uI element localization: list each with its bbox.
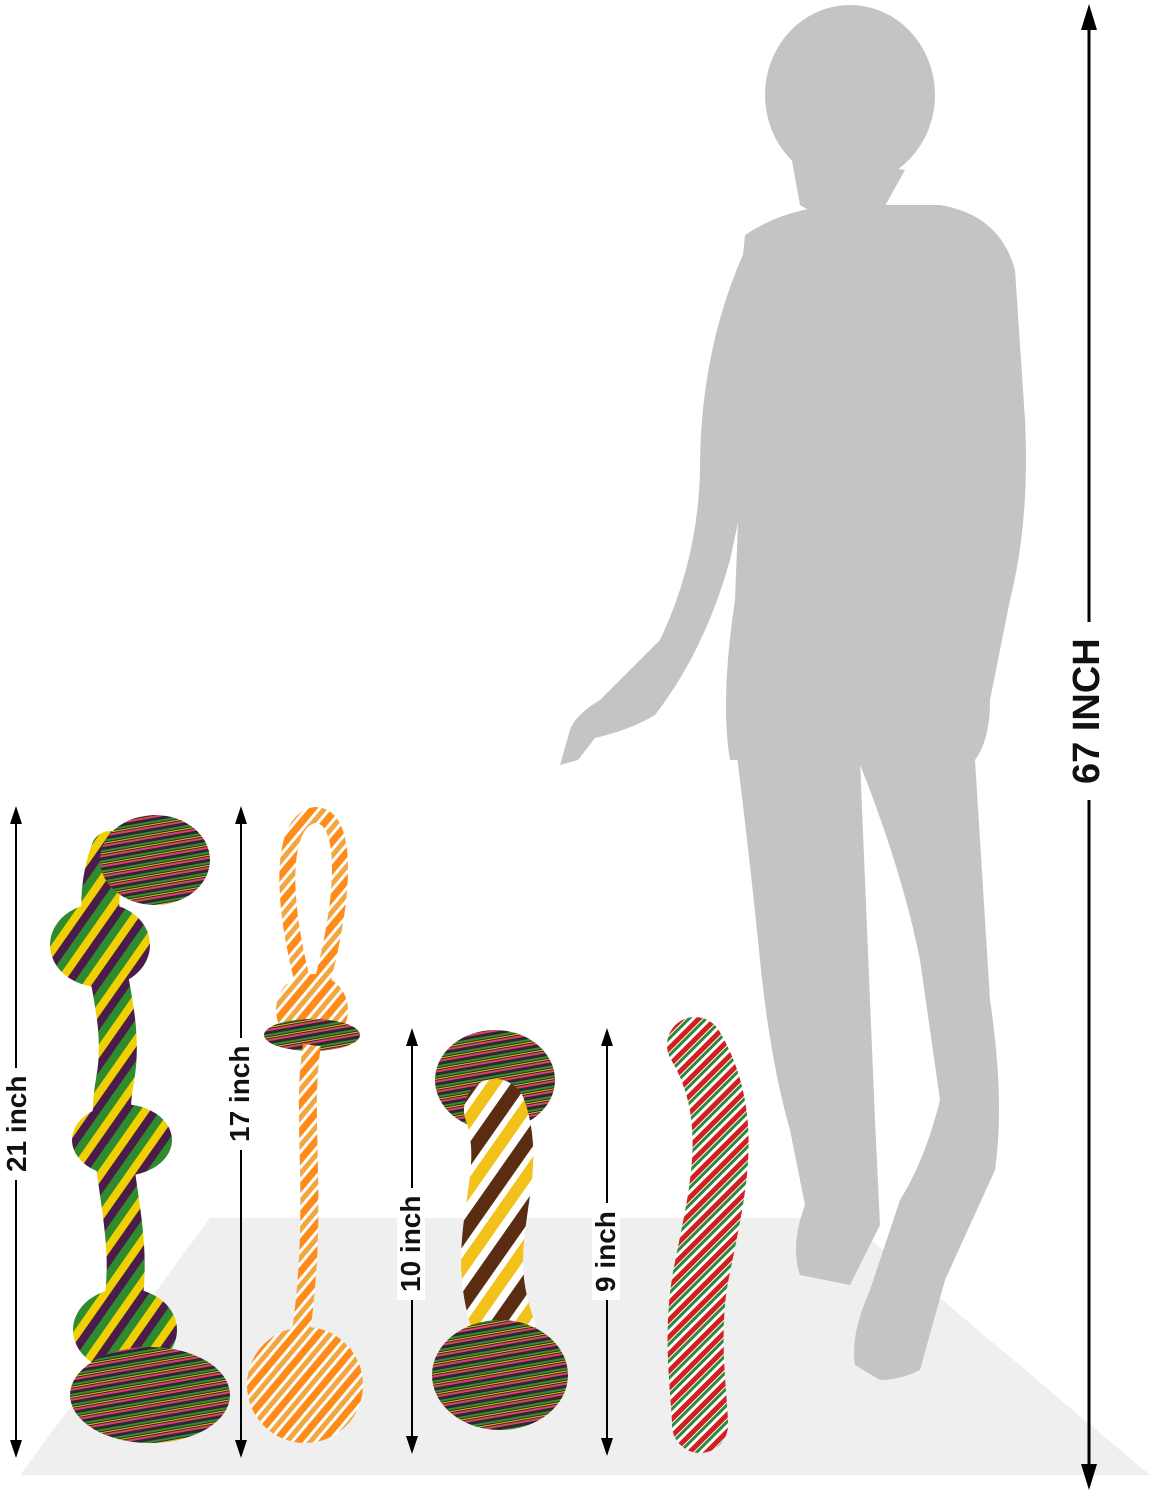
toy-three-knot-rope <box>50 815 230 1443</box>
person-height-label: 67 INCH <box>1066 622 1108 800</box>
toy-1-knot-top <box>50 903 150 987</box>
toy-braided-bone-rope <box>432 1030 568 1430</box>
toy-3-fray-bottom <box>432 1320 568 1430</box>
toy-2-rope-body <box>291 1043 321 1342</box>
toy-2-fray <box>264 1019 360 1051</box>
toy-woven-stick-rope <box>667 1017 749 1453</box>
toy-2-ball <box>247 1327 363 1443</box>
size-label-9-inch: 9 inch <box>590 1203 621 1300</box>
toy-1-knot-middle <box>72 1104 172 1176</box>
size-label-10-inch: 10 inch <box>395 1187 426 1300</box>
toy-3-rope-body <box>461 1079 536 1361</box>
toy-4-rope-body <box>667 1017 749 1453</box>
size-label-17-inch: 17 inch <box>224 1037 255 1150</box>
size-label-21-inch: 21 inch <box>1 1067 32 1180</box>
toy-1-fray-top <box>100 815 210 905</box>
person-silhouette <box>560 5 1026 1380</box>
toy-1-fray-bottom <box>70 1347 230 1443</box>
toy-loop-ball-rope <box>247 806 363 1443</box>
toy-2-loop <box>279 806 348 993</box>
